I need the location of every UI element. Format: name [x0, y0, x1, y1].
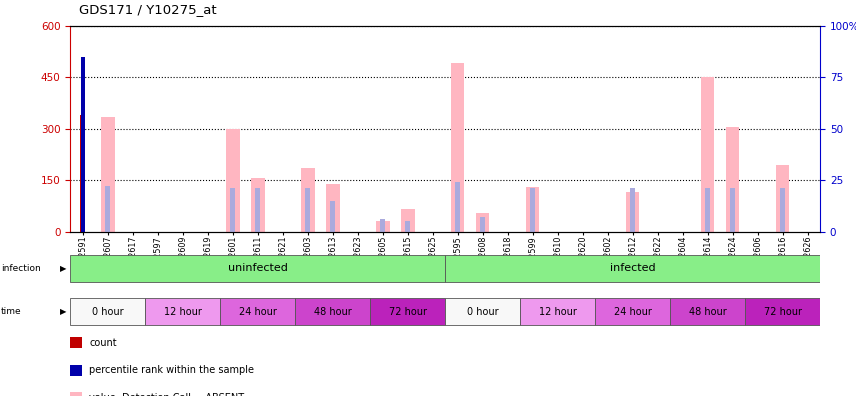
- Bar: [70, 255, 445, 282]
- Text: ▶: ▶: [60, 264, 67, 273]
- Text: ▶: ▶: [60, 307, 67, 316]
- Bar: [405, 221, 410, 232]
- Text: uninfected: uninfected: [228, 263, 288, 273]
- Text: 72 hour: 72 hour: [764, 307, 801, 317]
- Bar: [595, 299, 670, 325]
- Text: count: count: [89, 337, 116, 348]
- Text: 12 hour: 12 hour: [538, 307, 577, 317]
- Bar: [220, 299, 295, 325]
- Bar: [370, 299, 445, 325]
- Bar: [300, 168, 314, 232]
- Bar: [476, 213, 490, 232]
- Bar: [380, 219, 385, 232]
- Bar: [520, 299, 595, 325]
- Text: 24 hour: 24 hour: [614, 307, 651, 317]
- Bar: [305, 188, 311, 232]
- Text: 72 hour: 72 hour: [389, 307, 426, 317]
- Bar: [530, 188, 535, 232]
- Bar: [451, 63, 465, 232]
- Bar: [701, 77, 715, 232]
- Bar: [326, 184, 340, 232]
- Bar: [401, 209, 414, 232]
- Bar: [626, 192, 639, 232]
- Bar: [101, 117, 115, 232]
- Bar: [226, 129, 240, 232]
- Bar: [80, 57, 85, 232]
- Text: percentile rank within the sample: percentile rank within the sample: [89, 365, 254, 375]
- Text: time: time: [1, 307, 21, 316]
- Bar: [526, 187, 539, 232]
- Bar: [455, 182, 461, 232]
- Bar: [745, 299, 820, 325]
- Bar: [776, 165, 789, 232]
- Bar: [704, 188, 710, 232]
- Bar: [780, 188, 785, 232]
- Bar: [480, 217, 485, 232]
- Bar: [670, 299, 745, 325]
- Bar: [730, 188, 735, 232]
- Text: 0 hour: 0 hour: [467, 307, 498, 317]
- Bar: [146, 299, 220, 325]
- Text: infection: infection: [1, 264, 40, 273]
- Bar: [251, 179, 265, 232]
- Text: 12 hour: 12 hour: [163, 307, 202, 317]
- Bar: [255, 188, 260, 232]
- Bar: [376, 221, 389, 232]
- Bar: [105, 187, 110, 232]
- Bar: [726, 127, 740, 232]
- Text: 48 hour: 48 hour: [689, 307, 727, 317]
- Text: 0 hour: 0 hour: [92, 307, 123, 317]
- Bar: [445, 255, 820, 282]
- Text: infected: infected: [609, 263, 656, 273]
- Text: 24 hour: 24 hour: [239, 307, 276, 317]
- Bar: [80, 115, 85, 232]
- Bar: [70, 299, 146, 325]
- Bar: [330, 201, 336, 232]
- Bar: [230, 188, 235, 232]
- Text: 48 hour: 48 hour: [314, 307, 352, 317]
- Bar: [295, 299, 370, 325]
- Text: GDS171 / Y10275_at: GDS171 / Y10275_at: [79, 3, 217, 16]
- Bar: [630, 188, 635, 232]
- Text: value, Detection Call = ABSENT: value, Detection Call = ABSENT: [89, 393, 244, 396]
- Bar: [445, 299, 520, 325]
